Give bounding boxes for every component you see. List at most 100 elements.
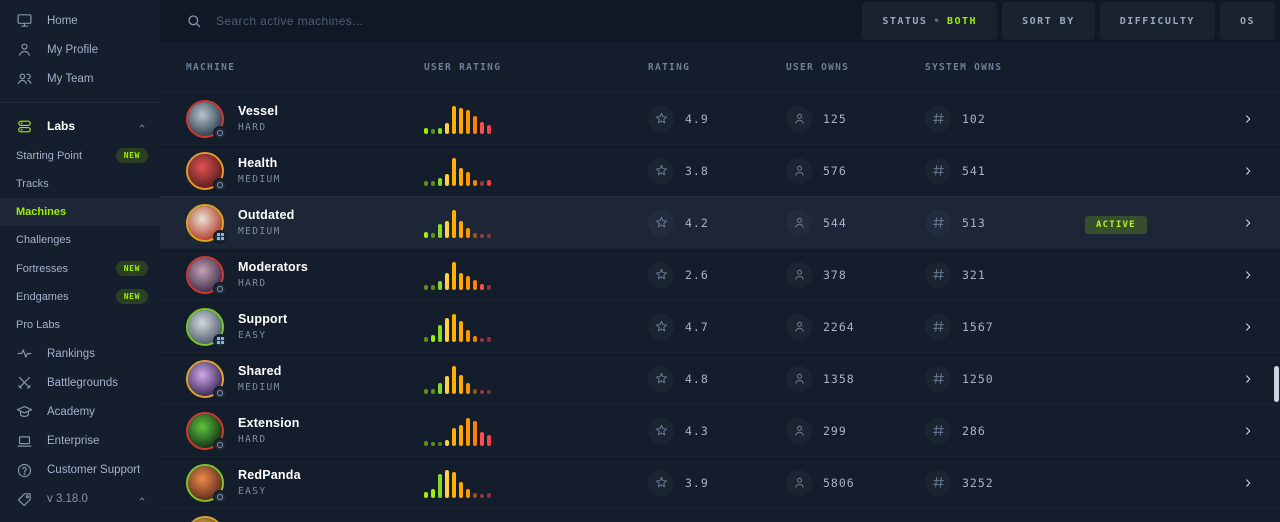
os-badge-icon (213, 281, 227, 296)
histogram-bar (487, 492, 491, 498)
search-input[interactable] (216, 14, 536, 28)
histogram-bar (452, 209, 456, 238)
machine-difficulty: HARD (238, 434, 267, 445)
histogram-bar (452, 313, 456, 342)
sidebar-item-label: Tracks (16, 177, 49, 190)
system-owns-icon (925, 158, 951, 184)
histogram-bar (473, 388, 477, 394)
sidebar-item-machines[interactable]: Machines (0, 198, 160, 227)
machine-text: Vessel HARD (238, 104, 278, 133)
histogram-bar (438, 177, 442, 186)
user-owns-cell: 299 (786, 418, 925, 444)
row-expand[interactable] (1216, 112, 1280, 126)
filter-status-button[interactable]: STATUS • BOTH (862, 2, 998, 40)
main-content: STATUS • BOTH SORT BY DIFFICULTY OS MACHINE US… (160, 0, 1280, 522)
machine-row-shared[interactable]: Shared MEDIUM 4.8 1358 1250 (160, 352, 1280, 404)
machine-difficulty: MEDIUM (238, 382, 281, 393)
value-text: 4.9 (685, 111, 709, 126)
sidebar-item-my-team[interactable]: My Team (0, 64, 160, 93)
histogram-bar (452, 365, 456, 394)
machine-row[interactable] (160, 508, 1280, 522)
machine-name: Outdated (238, 208, 295, 222)
machine-difficulty: HARD (238, 122, 267, 133)
row-expand[interactable] (1216, 320, 1280, 334)
row-expand[interactable] (1216, 372, 1280, 386)
machine-text: Shared MEDIUM (238, 364, 282, 393)
value-text: 4.3 (685, 423, 709, 438)
row-expand[interactable] (1216, 268, 1280, 282)
sidebar-item-rankings[interactable]: Rankings (0, 339, 160, 368)
histogram-bar (459, 272, 463, 290)
status-cell: ACTIVE (1085, 214, 1216, 234)
sidebar-item-label: Home (47, 14, 78, 27)
filter-sort-by-button[interactable]: SORT BY (1002, 2, 1095, 40)
user-owns-icon (786, 314, 812, 340)
histogram-bar (466, 171, 470, 186)
sidebar-item-label: Enterprise (47, 435, 100, 448)
machine-row-outdated[interactable]: Outdated MEDIUM 4.2 544 513 ACTIVE (160, 196, 1280, 248)
swords-icon (16, 374, 33, 391)
machine-name: RedPanda (238, 468, 301, 482)
filter-os-button[interactable]: OS (1219, 2, 1275, 40)
os-badge-icon (213, 489, 227, 504)
system-owns-icon (925, 314, 951, 340)
sidebar-item-endgames[interactable]: Endgames NEW (0, 283, 160, 311)
sidebar-section-labs[interactable]: Labs (0, 110, 160, 141)
histogram-bar (445, 375, 449, 394)
row-expand[interactable] (1216, 216, 1280, 230)
user-rating-histogram (424, 364, 648, 394)
histogram-bar (424, 284, 428, 290)
value-text: 1250 (962, 371, 994, 386)
os-badge-icon (213, 125, 227, 140)
system-owns-cell: 102 (925, 106, 1085, 132)
machine-row-redpanda[interactable]: RedPanda EASY 3.9 5806 3252 (160, 456, 1280, 508)
histogram-bar (431, 180, 435, 186)
machine-row-health[interactable]: Health MEDIUM 3.8 576 541 (160, 144, 1280, 196)
sidebar-v-3-18-0[interactable]: v 3.18.0 (0, 485, 160, 514)
histogram-bar (480, 389, 484, 394)
sidebar-item-label: Fortresses (16, 262, 68, 275)
chevron-right-icon (1246, 322, 1251, 331)
sidebar-item-tracks[interactable]: Tracks (0, 170, 160, 198)
vertical-scrollbar[interactable] (1274, 366, 1279, 402)
histogram-bar (438, 324, 442, 342)
row-expand[interactable] (1216, 476, 1280, 490)
star-cell: 4.9 (648, 106, 786, 132)
sidebar-item-starting-point[interactable]: Starting Point NEW (0, 142, 160, 170)
sidebar-item-battlegrounds[interactable]: Battlegrounds (0, 368, 160, 397)
sidebar-item-home[interactable]: Home (0, 6, 160, 35)
histogram-bar (487, 434, 491, 446)
filter-difficulty-button[interactable]: DIFFICULTY (1099, 2, 1215, 40)
sidebar-item-my-profile[interactable]: My Profile (0, 35, 160, 64)
sidebar-item-fortresses[interactable]: Fortresses NEW (0, 254, 160, 282)
machine-avatar (186, 463, 227, 504)
system-owns-cell: 3252 (925, 470, 1085, 496)
row-expand[interactable] (1216, 424, 1280, 438)
machine-cell (186, 515, 424, 522)
histogram-bar (445, 220, 449, 238)
sidebar-item-challenges[interactable]: Challenges (0, 226, 160, 254)
filter-buttons: STATUS • BOTH SORT BY DIFFICULTY OS (862, 2, 1275, 40)
user-owns-icon (786, 470, 812, 496)
system-owns-cell: 513 (925, 210, 1085, 236)
star-icon (648, 158, 674, 184)
row-expand[interactable] (1216, 164, 1280, 178)
machine-cell: Shared MEDIUM (186, 359, 424, 400)
sidebar-item-label: Challenges (16, 234, 72, 247)
histogram-bar (438, 127, 442, 134)
machine-row-vessel[interactable]: Vessel HARD 4.9 125 102 (160, 92, 1280, 144)
sidebar-item-academy[interactable]: Academy (0, 397, 160, 426)
os-badge-icon (213, 333, 227, 348)
sidebar-item-pro-labs[interactable]: Pro Labs (0, 311, 160, 339)
machine-row-moderators[interactable]: Moderators HARD 2.6 378 321 (160, 248, 1280, 300)
machine-cell: Vessel HARD (186, 99, 424, 140)
machine-row-support[interactable]: Support EASY 4.7 2264 1567 (160, 300, 1280, 352)
sidebar-item-label: My Profile (47, 43, 99, 56)
histogram-bar (459, 107, 463, 134)
sidebar-item-customer-support[interactable]: Customer Support (0, 456, 160, 485)
system-owns-icon (925, 210, 951, 236)
machine-row-extension[interactable]: Extension HARD 4.3 299 286 (160, 404, 1280, 456)
histogram-bar (424, 336, 428, 342)
user-owns-cell: 544 (786, 210, 925, 236)
sidebar-item-enterprise[interactable]: Enterprise (0, 427, 160, 456)
